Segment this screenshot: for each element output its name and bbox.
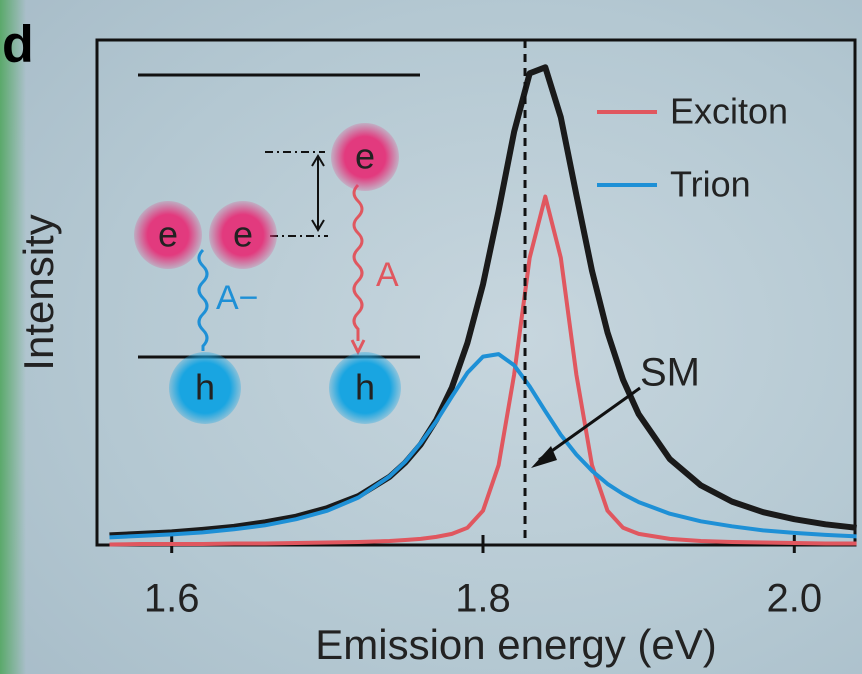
x-axis-label: Emission energy (eV): [315, 621, 716, 668]
hole-label: h: [355, 367, 375, 408]
transition-label: A−: [216, 279, 259, 317]
hole-label: h: [195, 367, 215, 408]
x-tick-label: 1.8: [455, 577, 511, 621]
panel-label: d: [2, 16, 34, 74]
chart: d e e e h h A− A 1.6 1.8 2.0 Emission energ…: [0, 0, 862, 674]
x-tick-label: 1.6: [144, 577, 200, 621]
annotation: SM: [640, 351, 700, 395]
electron-label: e: [158, 214, 178, 255]
legend-label: Exciton: [670, 91, 788, 132]
transition-label: A: [376, 256, 399, 294]
legend-label: Trion: [670, 164, 751, 205]
electron-label: e: [233, 214, 253, 255]
x-tick-label: 2.0: [766, 577, 822, 621]
electron-label: e: [355, 136, 375, 177]
y-axis-label: Intensity: [15, 214, 62, 370]
